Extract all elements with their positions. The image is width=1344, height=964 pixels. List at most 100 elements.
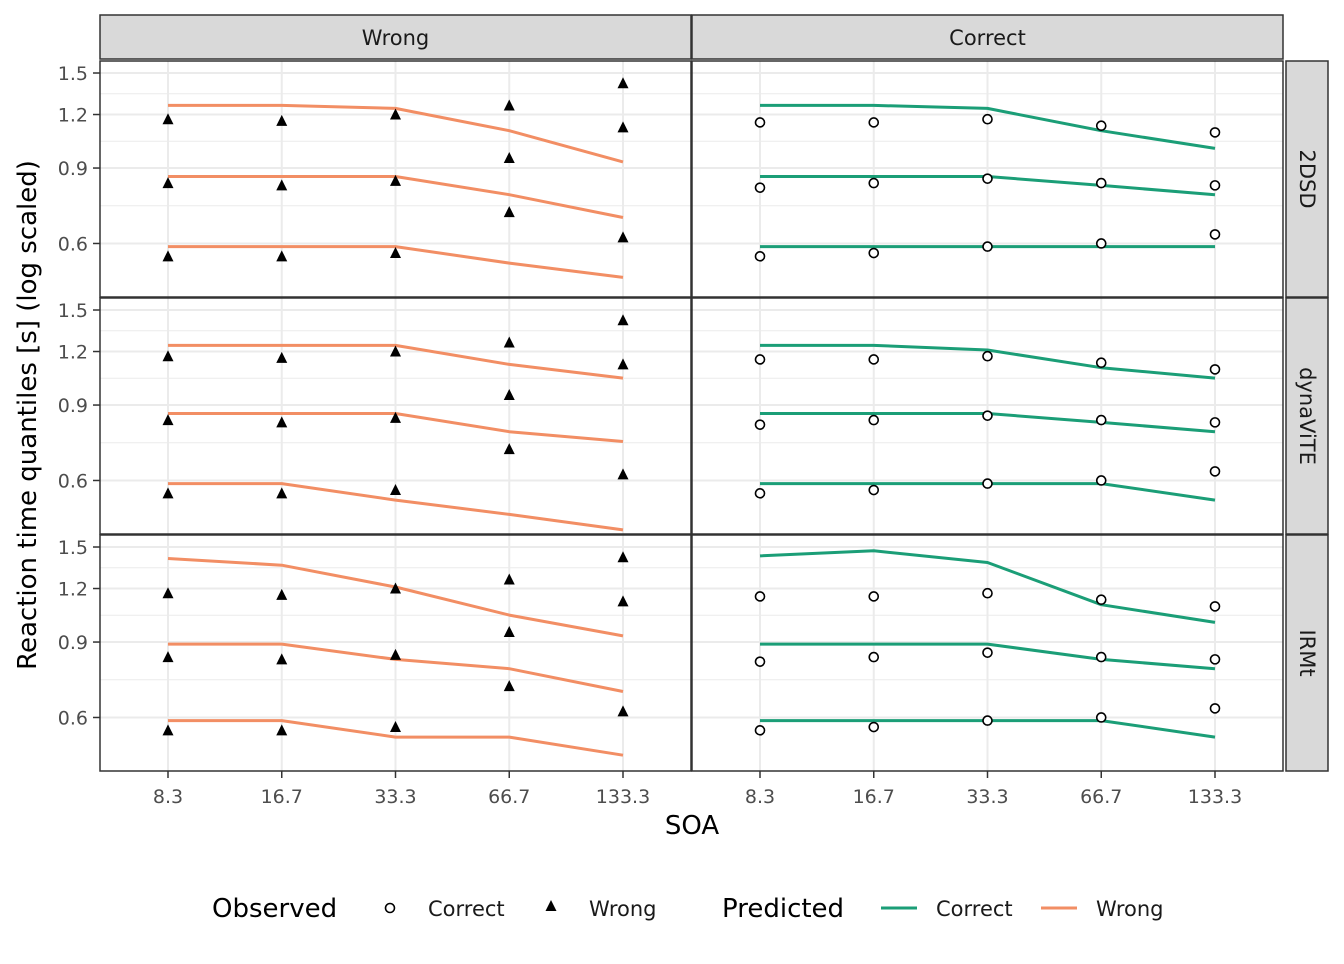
strip-background [1285, 60, 1329, 298]
observed-point-q2 [162, 177, 174, 189]
x-tick-label: 8.3 [153, 786, 183, 808]
panel-border [99, 297, 692, 535]
observed-point-q3 [390, 582, 401, 594]
x-tick-label: 33.3 [374, 786, 416, 808]
predicted-line-q3 [760, 103, 1216, 150]
legend-observed-wrong-key [545, 900, 557, 911]
observed-point-q3 [754, 117, 766, 128]
observed-point-q3 [754, 354, 766, 365]
panel-border [99, 60, 692, 298]
observed-point-q1 [1209, 229, 1221, 240]
observed-point-q1 [868, 721, 880, 733]
x-axis-title: SOA [665, 811, 720, 841]
row-strip-label: dynaViTE [1295, 367, 1319, 465]
legend-predicted-title: Predicted [722, 894, 844, 924]
x-tick-label: 133.3 [596, 786, 650, 808]
row-strip-IRMt: IRMt [1285, 534, 1329, 772]
observed-point-q3 [617, 314, 629, 326]
strip-background [691, 14, 1284, 60]
observed-point-q3 [868, 354, 880, 365]
panel-dynaViTE-Correct [691, 297, 1284, 535]
x-tick-label: 66.7 [488, 786, 530, 808]
y-tick-label: 1.2 [58, 579, 88, 601]
observed-point-q3 [1209, 127, 1221, 138]
legend-predicted-correct-label: Correct [936, 897, 1013, 921]
observed-point-q2 [390, 174, 401, 186]
observed-point-q1 [617, 705, 629, 717]
predicted-line-q3 [759, 549, 1216, 624]
predicted-line-q1 [168, 245, 624, 279]
y-tick-label: 0.6 [58, 470, 88, 492]
y-tick-label: 0.9 [58, 632, 88, 654]
legend-predicted-wrong-label: Wrong [1096, 897, 1163, 921]
observed-point-q3 [276, 114, 288, 126]
row-strip-label: 2DSD [1295, 149, 1319, 208]
observed-point-q2 [1095, 651, 1107, 663]
observed-point-q3 [503, 336, 515, 348]
strip-background [99, 14, 692, 60]
observed-point-q2 [754, 182, 766, 193]
panel-2DSD-Wrong [99, 60, 692, 298]
observed-point-q1 [162, 487, 174, 499]
y-tick-label: 0.9 [58, 395, 88, 417]
observed-point-q1 [1095, 238, 1107, 249]
panel-2DSD-Correct [691, 60, 1284, 298]
x-tick-label: 133.3 [1188, 786, 1242, 808]
row-strip-dynaViTE: dynaViTE [1285, 297, 1329, 535]
observed-point-q1 [276, 724, 288, 736]
observed-point-q2 [754, 419, 766, 430]
legend-observed-correct-key [384, 902, 396, 914]
observed-point-q1 [162, 250, 174, 262]
column-strip-label: Wrong [362, 26, 429, 50]
panels [99, 60, 1284, 772]
observed-point-q2 [1209, 180, 1221, 191]
observed-point-q1 [617, 231, 629, 243]
observed-point-q1 [390, 721, 401, 733]
observed-point-q2 [503, 388, 515, 400]
row-strip-2DSD: 2DSD [1285, 60, 1329, 298]
predicted-line-q3 [168, 343, 624, 380]
observed-point-q3 [390, 345, 401, 357]
observed-point-q3 [162, 350, 174, 362]
observed-point-q3 [1209, 601, 1221, 612]
y-tick-label: 1.5 [58, 537, 88, 559]
y-tick-label: 1.5 [58, 63, 88, 85]
observed-point-q2 [868, 414, 880, 426]
observed-point-q1 [503, 680, 515, 692]
observed-point-q3 [162, 587, 174, 599]
x-tick-label: 8.3 [745, 786, 775, 808]
observed-point-q1 [982, 715, 993, 726]
legend: Observed Correct Wrong Predicted Correct… [212, 894, 1163, 924]
predicted-line-q3 [168, 103, 624, 164]
observed-point-q2 [868, 651, 880, 663]
observed-point-q3 [982, 350, 993, 362]
legend-observed-wrong-label: Wrong [589, 897, 656, 921]
y-axis-title: Reaction time quantiles [s] (log scaled) [13, 160, 43, 670]
row-strip-label: IRMt [1295, 629, 1319, 676]
legend-observed-correct-label: Correct [428, 897, 505, 921]
legend-observed-title: Observed [212, 894, 337, 924]
strip-background [1285, 297, 1329, 535]
observed-point-q1 [162, 724, 174, 736]
panel-IRMt-Wrong [99, 534, 692, 772]
observed-point-q1 [868, 484, 880, 496]
observed-point-q1 [1095, 475, 1107, 486]
observed-point-q1 [503, 443, 515, 455]
observed-point-q2 [754, 656, 766, 667]
observed-point-q2 [390, 648, 401, 660]
y-tick-label: 1.2 [58, 105, 88, 127]
column-strip-Correct: Correct [691, 14, 1284, 60]
observed-point-q2 [162, 414, 174, 426]
x-tick-label: 16.7 [853, 786, 895, 808]
observed-point-q3 [1095, 357, 1107, 369]
observed-point-q3 [1095, 594, 1107, 606]
predicted-line-q2 [760, 642, 1216, 671]
observed-point-q2 [1095, 414, 1107, 426]
observed-point-q3 [982, 587, 993, 599]
observed-point-q1 [390, 247, 401, 259]
y-tick-label: 0.9 [58, 158, 88, 180]
x-tick-label: 66.7 [1080, 786, 1122, 808]
observed-point-q3 [276, 588, 288, 600]
observed-point-q2 [503, 625, 515, 637]
observed-point-q2 [390, 411, 401, 423]
